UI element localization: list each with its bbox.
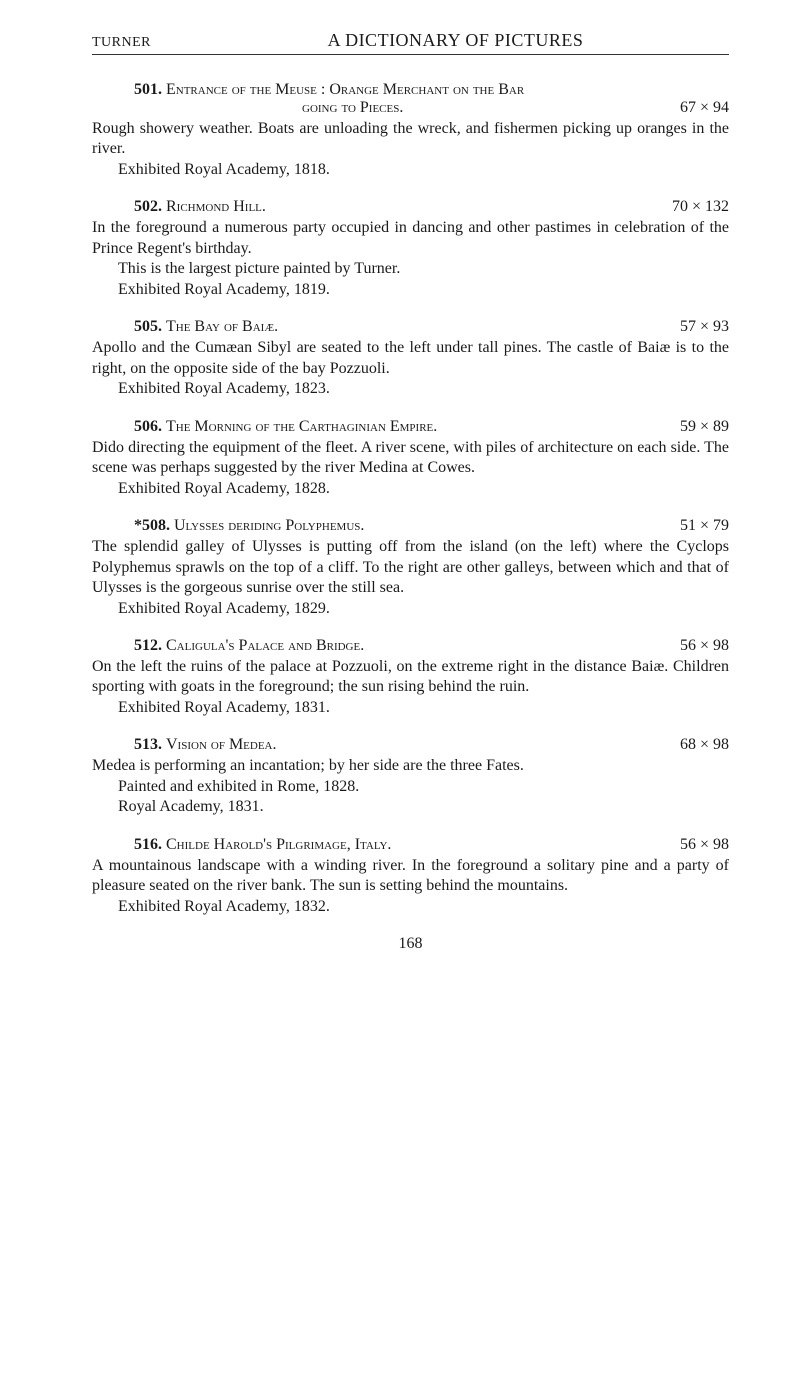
- entry-para: Dido directing the equipment of the flee…: [92, 438, 729, 479]
- entry-para: Painted and exhibited in Rome, 1828.: [92, 777, 729, 797]
- entry-506: 506. The Morning of the Carthaginian Emp…: [92, 418, 729, 499]
- entry-dimensions: 57 × 93: [680, 318, 729, 336]
- entry-para: Exhibited Royal Academy, 1829.: [92, 599, 729, 619]
- entry-number: *508.: [134, 517, 170, 534]
- entry-dimensions: 68 × 98: [680, 736, 729, 754]
- entry-number: 512.: [134, 637, 162, 654]
- entry-dimensions: 59 × 89: [680, 418, 729, 436]
- entry-title: Vision of Medea.: [166, 736, 277, 753]
- entry-number: 501.: [134, 81, 162, 98]
- entry-body: In the foreground a numerous party occup…: [92, 218, 729, 300]
- entry-502: 502. Richmond Hill. 70 × 132 In the fore…: [92, 198, 729, 300]
- entry-505: 505. The Bay of Baiæ. 57 × 93 Apollo and…: [92, 318, 729, 399]
- entry-513: 513. Vision of Medea. 68 × 98 Medea is p…: [92, 736, 729, 817]
- entry-body: A mountainous landscape with a winding r…: [92, 856, 729, 917]
- entry-516: 516. Childe Harold's Pilgrimage, Italy. …: [92, 836, 729, 917]
- page-header: TURNER A DICTIONARY OF PICTURES: [92, 30, 729, 51]
- entry-title: Ulysses deriding Polyphemus.: [174, 517, 364, 534]
- entry-title-row: 506. The Morning of the Carthaginian Emp…: [92, 418, 729, 436]
- entry-dimensions: 70 × 132: [672, 198, 729, 216]
- header-rule: [92, 54, 729, 55]
- entry-501: 501. Entrance of the Meuse : Orange Merc…: [92, 81, 729, 180]
- entry-para: The splendid galley of Ulysses is puttin…: [92, 537, 729, 598]
- entry-title: The Bay of Baiæ.: [166, 318, 278, 335]
- entry-body: On the left the ruins of the palace at P…: [92, 657, 729, 718]
- entry-dimensions: 56 × 98: [680, 836, 729, 854]
- entry-number: 516.: [134, 836, 162, 853]
- header-title: A DICTIONARY OF PICTURES: [182, 30, 729, 51]
- entry-title-row: 505. The Bay of Baiæ. 57 × 93: [92, 318, 729, 336]
- entry-para: Exhibited Royal Academy, 1831.: [92, 698, 729, 718]
- entry-para: Medea is performing an incantation; by h…: [92, 756, 729, 776]
- entry-number: 506.: [134, 418, 162, 435]
- entry-title: Caligula's Palace and Bridge.: [166, 637, 364, 654]
- entry-title-row: 512. Caligula's Palace and Bridge. 56 × …: [92, 637, 729, 655]
- entry-body: Apollo and the Cumæan Sibyl are seated t…: [92, 338, 729, 399]
- entry-body: Medea is performing an incantation; by h…: [92, 756, 729, 817]
- entry-dimensions: 51 × 79: [680, 517, 729, 535]
- entry-para: Rough showery weather. Boats are unloadi…: [92, 119, 729, 160]
- entry-para: On the left the ruins of the palace at P…: [92, 657, 729, 698]
- page-number: 168: [92, 935, 729, 953]
- entry-508: *508. Ulysses deriding Polyphemus. 51 × …: [92, 517, 729, 619]
- entry-title-cont-row: going to Pieces. 67 × 94: [92, 99, 729, 117]
- entry-para: In the foreground a numerous party occup…: [92, 218, 729, 259]
- entry-para: This is the largest picture painted by T…: [92, 259, 729, 279]
- entry-body: Dido directing the equipment of the flee…: [92, 438, 729, 499]
- entry-dimensions: 67 × 94: [680, 99, 729, 117]
- entry-title: Childe Harold's Pilgrimage, Italy.: [166, 836, 391, 853]
- entry-body: Rough showery weather. Boats are unloadi…: [92, 119, 729, 180]
- entry-para: Exhibited Royal Academy, 1819.: [92, 280, 729, 300]
- entry-title: Entrance of the Meuse : Orange Merchant …: [166, 81, 524, 98]
- entry-dimensions: 56 × 98: [680, 637, 729, 655]
- entry-para: A mountainous landscape with a winding r…: [92, 856, 729, 897]
- entry-title: Richmond Hill.: [166, 198, 266, 215]
- entry-para: Royal Academy, 1831.: [92, 797, 729, 817]
- entry-body: The splendid galley of Ulysses is puttin…: [92, 537, 729, 619]
- entry-para: Exhibited Royal Academy, 1832.: [92, 897, 729, 917]
- entry-title-row: *508. Ulysses deriding Polyphemus. 51 × …: [92, 517, 729, 535]
- entry-title-row: 501. Entrance of the Meuse : Orange Merc…: [92, 81, 729, 99]
- page: TURNER A DICTIONARY OF PICTURES 501. Ent…: [0, 0, 801, 993]
- entry-para: Exhibited Royal Academy, 1828.: [92, 479, 729, 499]
- entry-title-row: 502. Richmond Hill. 70 × 132: [92, 198, 729, 216]
- entry-title-cont: going to Pieces.: [302, 99, 403, 117]
- entry-para: Exhibited Royal Academy, 1818.: [92, 160, 729, 180]
- entry-number: 513.: [134, 736, 162, 753]
- entry-512: 512. Caligula's Palace and Bridge. 56 × …: [92, 637, 729, 718]
- entry-para: Apollo and the Cumæan Sibyl are seated t…: [92, 338, 729, 379]
- entry-title-row: 513. Vision of Medea. 68 × 98: [92, 736, 729, 754]
- entry-title-row: 516. Childe Harold's Pilgrimage, Italy. …: [92, 836, 729, 854]
- entry-title: The Morning of the Carthaginian Empire.: [166, 418, 437, 435]
- entry-para: Exhibited Royal Academy, 1823.: [92, 379, 729, 399]
- entry-number: 505.: [134, 318, 162, 335]
- entry-number: 502.: [134, 198, 162, 215]
